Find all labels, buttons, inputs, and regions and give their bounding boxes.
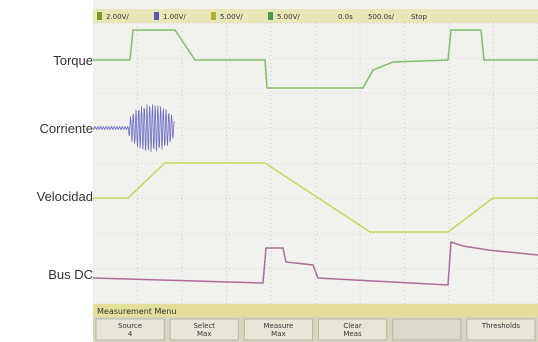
softkey-label: Thresholds: [481, 322, 520, 330]
softkey-label: 4: [128, 330, 133, 338]
softkey-label: Measure: [264, 322, 294, 330]
softkey[interactable]: [393, 319, 461, 340]
trace-label: Corriente: [40, 121, 93, 136]
softkey-label: Max: [197, 330, 211, 338]
trace-label: Torque: [53, 53, 93, 68]
softkey-label: Meas: [343, 330, 362, 338]
channel-indicator: [268, 12, 273, 20]
trace-label: Velocidad: [37, 189, 93, 204]
channel-indicator: [211, 12, 216, 20]
page: Torque Corriente Velocidad Bus DC Measur…: [0, 0, 538, 342]
channel-indicator: [97, 12, 102, 20]
trace-label: Bus DC: [48, 267, 93, 282]
channel-scale: 1.00V/: [163, 13, 186, 21]
softkey-label: Clear: [343, 322, 361, 330]
channel-scale: 5.00V/: [277, 13, 300, 21]
status-bar: [93, 9, 538, 23]
softkey-label: Select: [193, 322, 215, 330]
channel-scale: 5.00V/: [220, 13, 243, 21]
delay: 0.0s: [338, 13, 353, 21]
softkey-label: Source: [118, 322, 142, 330]
channel-scale: 2.00V/: [106, 13, 129, 21]
softkey-label: Max: [271, 330, 285, 338]
run-state: Stop: [411, 13, 427, 21]
timebase: 500.0s/: [368, 13, 395, 21]
channel-indicator: [154, 12, 159, 20]
menu-title: Measurement Menu: [97, 307, 176, 316]
scope-screen: Measurement Menu 2.00V/1.00V/5.00V/5.00V…: [93, 0, 538, 342]
